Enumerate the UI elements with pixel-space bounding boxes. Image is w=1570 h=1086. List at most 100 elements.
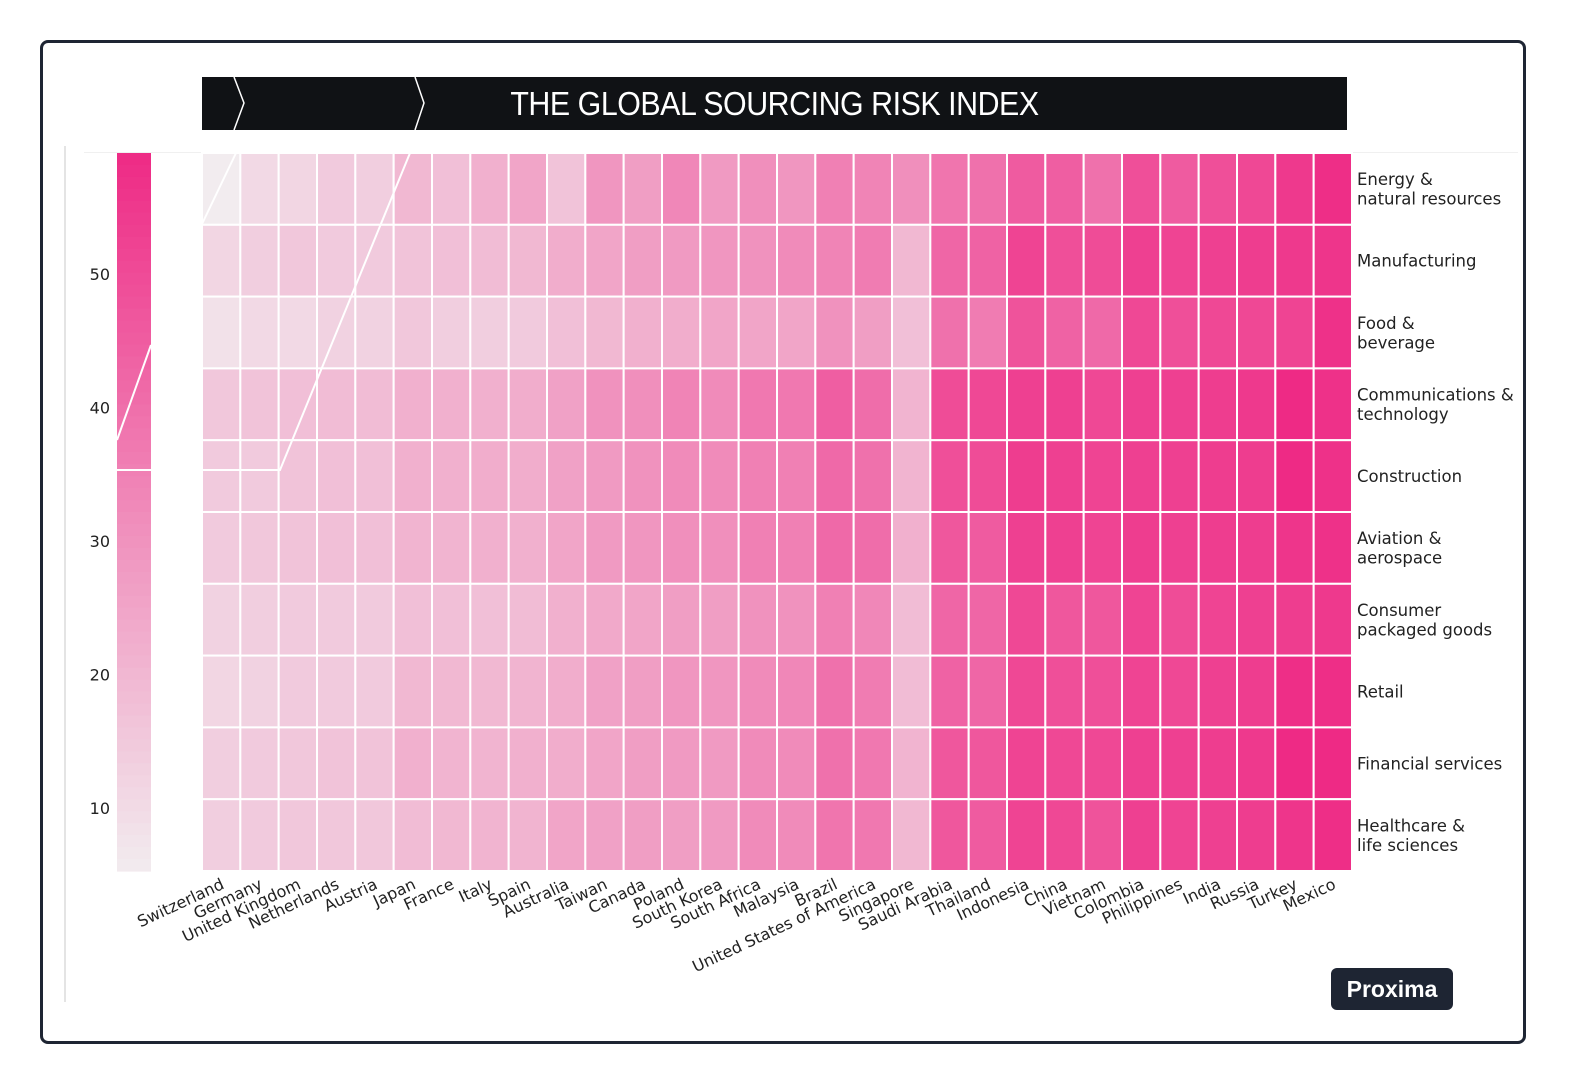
heatmap-cell [469,726,510,801]
colorbar-segment [117,631,151,645]
heatmap-cell [392,295,433,370]
heatmap-cell [776,654,817,729]
colorbar-segment [117,787,151,800]
heatmap-cell [507,726,548,801]
heatmap-cell [1274,152,1315,226]
heatmap-cell [1006,367,1047,442]
heatmap-cell [699,654,740,729]
heatmap-cell [201,654,242,729]
heatmap-cell [431,439,472,514]
heatmap-cell [392,654,433,729]
heatmap-cell [776,152,817,226]
heatmap-cell [929,152,970,226]
heatmap-cell [277,654,318,729]
colorbar-segment [117,368,151,381]
heatmap-cell [929,798,970,873]
heatmap-cell [891,439,932,514]
heatmap-cell [1044,295,1085,370]
heatmap-cell [622,439,664,514]
heatmap-cell [852,511,894,585]
heatmap-cell [1082,152,1123,226]
heatmap-cell [737,367,779,442]
title-banner: THE GLOBAL SOURCING RISK INDEX [202,77,1347,130]
heatmap-cell [1159,223,1200,298]
heatmap-cell [1082,726,1123,801]
heatmap-cell [776,798,817,873]
heatmap-cell [1121,654,1162,729]
heatmap-cell [201,511,242,585]
heatmap-cell [1121,511,1162,585]
heatmap-cell [1044,654,1085,729]
heatmap-cell [622,367,664,442]
heatmap-cell [622,223,664,298]
heatmap-cell [1274,798,1315,873]
colorbar-segment [117,224,151,238]
colorbar-segment [117,188,151,202]
heatmap-cell [852,726,894,801]
heatmap-cell [546,582,587,657]
heatmap-cell [852,798,894,873]
colorbar-tick-label: 50 [90,265,110,284]
heatmap-cell [316,367,357,442]
heatmap-cell [469,152,510,226]
heatmap-cell [1121,367,1162,442]
colorbar-segment [117,284,151,298]
heatmap-cell [546,798,587,873]
colorbar-segment [117,452,151,465]
heatmap-cell [316,439,357,514]
heatmap-cell [814,152,855,226]
heatmap-cell [469,223,510,298]
heatmap-cell [392,152,433,226]
heatmap-cell [1312,798,1353,873]
heatmap-cell [239,726,280,801]
heatmap-cell [507,511,548,585]
heatmap-cell [1236,654,1277,729]
heatmap-cell [1274,654,1315,729]
overlay-line [202,152,411,471]
row-label: Financial services [1357,754,1502,773]
heatmap-cell [929,223,970,298]
heatmap-cell [201,798,242,873]
heatmap-cell [469,798,510,873]
colorbar-segment [117,547,151,561]
heatmap-cell [201,367,242,442]
heatmap-cell [316,223,357,298]
heatmap-cell [967,152,1009,226]
heatmap-cell [1044,798,1085,873]
heatmap-cell [622,511,664,585]
heatmap-cell [891,798,932,873]
proxima-badge[interactable]: Proxima [1331,968,1453,1010]
chart-left-rule [64,146,66,1002]
colorbar-segment [117,523,151,537]
colorbar-tick-label: 30 [90,532,110,551]
heatmap-cell [1159,295,1200,370]
heatmap-cell [1197,439,1238,514]
heatmap-cell [967,654,1009,729]
heatmap-cell [1236,511,1277,585]
colorbar-tick-label: 20 [90,666,110,685]
heatmap-cell [469,367,510,442]
heatmap-cell [1236,439,1277,514]
heatmap-cell [852,295,894,370]
heatmap-cell [814,582,855,657]
heatmap-cell [1197,295,1238,370]
heatmap-cell [1082,798,1123,873]
colorbar-segment [117,428,151,441]
heatmap-cell [891,654,932,729]
heatmap-cell [392,439,433,514]
heatmap-cell [1312,654,1353,729]
heatmap-cell [1274,582,1315,657]
heatmap-cell [239,511,280,585]
heatmap-cell [891,295,932,370]
colorbar-segment [117,559,151,573]
row-label: Aviation & aerospace [1357,529,1442,568]
heatmap-cell [469,582,510,657]
heatmap-cell [1312,367,1353,442]
colorbar-segment [117,727,151,740]
heatmap-cell [431,798,472,873]
heatmap-cell [546,439,587,514]
colorbar-segment [117,260,151,274]
colorbar-segment [117,799,151,812]
heatmap-cell [699,582,740,657]
heatmap-cell [699,152,740,226]
